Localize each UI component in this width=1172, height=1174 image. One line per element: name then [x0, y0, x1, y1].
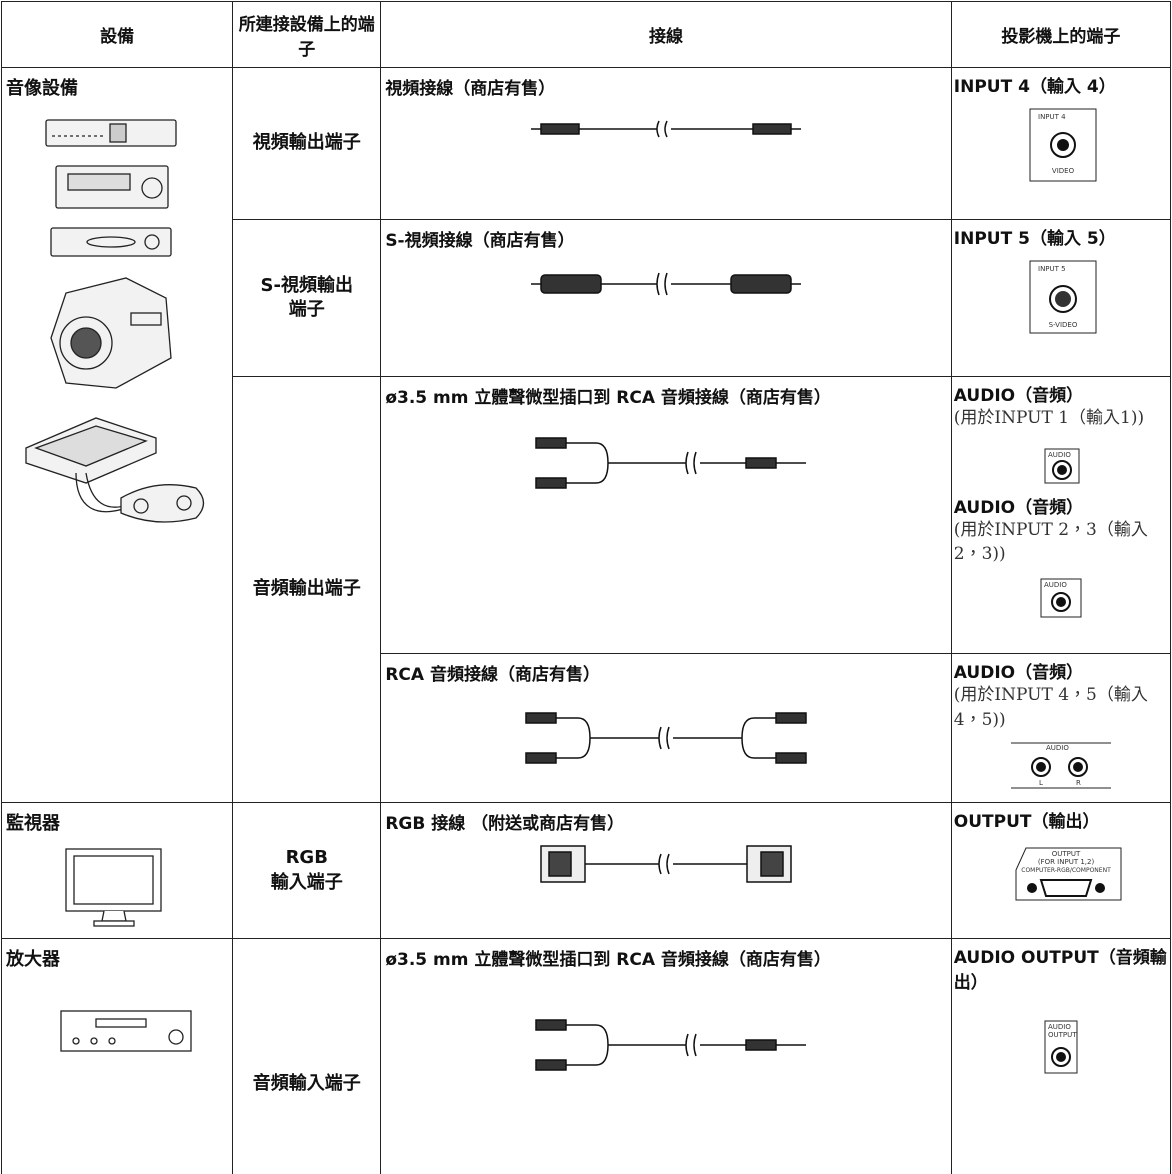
port-icon-label: AUDIO: [1044, 581, 1067, 589]
port-title: AUDIO OUTPUT（音頻輸出）: [953, 948, 1167, 994]
port-icon-label: COMPUTER-RGB/COMPONENT: [1021, 867, 1111, 874]
port-icon-label: S-VIDEO: [1049, 321, 1078, 329]
port-icon-label: VIDEO: [1052, 167, 1075, 175]
port-icon: INPUT 5 S-VIDEO: [1029, 260, 1097, 334]
port-icon: AUDIO: [1040, 578, 1082, 618]
port-icon-label: AUDIO: [1046, 744, 1069, 752]
monitor-illustration: [65, 848, 162, 927]
cable-label: S-視頻接線（商店有售）: [385, 231, 575, 251]
port-title: AUDIO（音頻）: [953, 663, 1084, 683]
port-title: OUTPUT（輸出）: [953, 812, 1100, 833]
cable-label: RGB 接線 （附送或商店有售）: [385, 814, 625, 835]
port-icon: AUDIO OUTPUT: [1044, 1020, 1078, 1074]
port-note: (用於INPUT 4，5（輸入 4，5)): [953, 685, 1148, 730]
row: S-視頻輸出 端子 S-視頻接線（商店有售） INPUT 5（輸入 5） INP…: [2, 219, 1172, 377]
mini-to-rca-cable-illustration: [535, 1019, 807, 1072]
terminal-cell: S-視頻輸出 端子: [232, 219, 382, 377]
cable-label: RCA 音頻接線（商店有售）: [385, 665, 600, 685]
port-title: AUDIO（音頻）: [953, 386, 1084, 406]
port-cell: INPUT 4（輸入 4） INPUT 4 VIDEO: [950, 67, 1172, 220]
row: 音頻輸出端子 ø3.5 mm 立體聲微型插口到 RCA 音頻接線（商店有售） A…: [2, 375, 1172, 804]
port-cell: OUTPUT（輸出） OUTPUT (FOR INPUT 1,2) COMPUT…: [950, 802, 1172, 940]
cable-label: 視頻接線（商店有售）: [385, 79, 556, 99]
terminal-cell: RGB 輸入端子: [232, 802, 382, 940]
port-icon-label: OUTPUT: [1052, 850, 1081, 858]
port-icon-label: R: [1076, 779, 1081, 787]
port-icon: AUDIO L R: [1010, 742, 1111, 789]
port-icon-label: L: [1039, 779, 1043, 787]
terminal-cell: 音頻輸出端子: [232, 375, 382, 804]
port-cell: AUDIO（音頻） (用於INPUT 1（輸入1)) AUDIO AUDIO（音…: [950, 376, 1172, 654]
port-icon-label: AUDIO: [1048, 451, 1071, 459]
port-title: INPUT 5（輸入 5）: [953, 229, 1116, 249]
port-icon: INPUT 4 VIDEO: [1029, 108, 1097, 182]
cable-cell: ø3.5 mm 立體聲微型插口到 RCA 音頻接線（商店有售）: [380, 938, 952, 1174]
amplifier-illustration: [60, 1010, 192, 1052]
port-icon-label: AUDIO: [1048, 1023, 1071, 1031]
mini-to-rca-cable-illustration: [535, 437, 807, 489]
port-cell: AUDIO OUTPUT（音頻輸出） AUDIO OUTPUT: [950, 938, 1172, 1174]
terminal-cell: 視頻輸出端子: [232, 67, 382, 220]
port-icon-label: INPUT 5: [1038, 265, 1066, 273]
port-icon: AUDIO: [1044, 448, 1080, 484]
cable-label: ø3.5 mm 立體聲微型插口到 RCA 音頻接線（商店有售）: [385, 950, 831, 971]
av-devices-illustration: [25, 119, 205, 523]
rca-rca-cable-illustration: [525, 712, 807, 764]
device-cell: 放大器: [0, 938, 234, 1174]
row: RCA 音頻接線（商店有售） AUDIO（音頻） (用於INPUT 4，5（輸入…: [2, 652, 1172, 804]
header-row: 設備 所連接設備上的端子 接線 投影機上的端子: [0, 1, 1172, 68]
cable-cell: ø3.5 mm 立體聲微型插口到 RCA 音頻接線（商店有售）: [380, 376, 952, 654]
header-cell: 設備: [0, 1, 234, 68]
cable-cell: 視頻接線（商店有售）: [380, 67, 952, 220]
s-video-cable-illustration: [531, 272, 802, 296]
port-note: (用於INPUT 1（輸入1)): [953, 408, 1145, 428]
header-cell: 投影機上的端子: [950, 1, 1172, 68]
cable-cell: RCA 音頻接線（商店有售）: [380, 652, 952, 804]
row: 放大器 音頻輸入端子 ø3.5 mm 立體聲微型插口到 RCA 音頻接線（商店有…: [0, 938, 1172, 1174]
cable-label: ø3.5 mm 立體聲微型插口到 RCA 音頻接線（商店有售）: [385, 388, 831, 408]
port-note: (用於INPUT 2，3（輸入 2，3)): [953, 519, 1148, 565]
header-cell: 接線: [380, 1, 952, 68]
port-icon-label: INPUT 4: [1038, 113, 1066, 121]
port-title: INPUT 4（輸入 4）: [953, 77, 1116, 97]
port-icon-label: (FOR INPUT 1,2): [1038, 858, 1095, 866]
row: 監視器 RGB 輸入端子 RGB 接線 （附送或商店有售） OUTPUT（輸出）…: [0, 802, 1172, 940]
header-cell: 所連接設備上的端子: [232, 1, 382, 68]
port-title: AUDIO（音頻）: [953, 497, 1084, 518]
port-icon: OUTPUT (FOR INPUT 1,2) COMPUTER-RGB/COMP…: [1015, 847, 1122, 901]
terminal-cell: 音頻輸入端子: [232, 938, 382, 1174]
device-cell: 音像設備: [0, 66, 234, 804]
device-label: 放大器: [6, 949, 60, 971]
rgb-cable-illustration: [540, 845, 792, 884]
port-icon-label: OUTPUT: [1048, 1031, 1077, 1039]
device-cell: 監視器: [0, 802, 234, 940]
device-label: 監視器: [6, 813, 60, 835]
device-label: 音像設備: [6, 78, 78, 99]
cable-cell: S-視頻接線（商店有售）: [380, 219, 952, 377]
rca-cable-illustration: [531, 120, 802, 138]
row: 音像設備 視頻輸出端子 視頻接線（商店有售） INPUT 4（輸入 4） INP…: [0, 66, 1172, 804]
port-cell: AUDIO（音頻） (用於INPUT 4，5（輸入 4，5)) AUDIO L …: [950, 652, 1172, 804]
cable-cell: RGB 接線 （附送或商店有售）: [380, 802, 952, 940]
port-cell: INPUT 5（輸入 5） INPUT 5 S-VIDEO: [950, 219, 1172, 377]
